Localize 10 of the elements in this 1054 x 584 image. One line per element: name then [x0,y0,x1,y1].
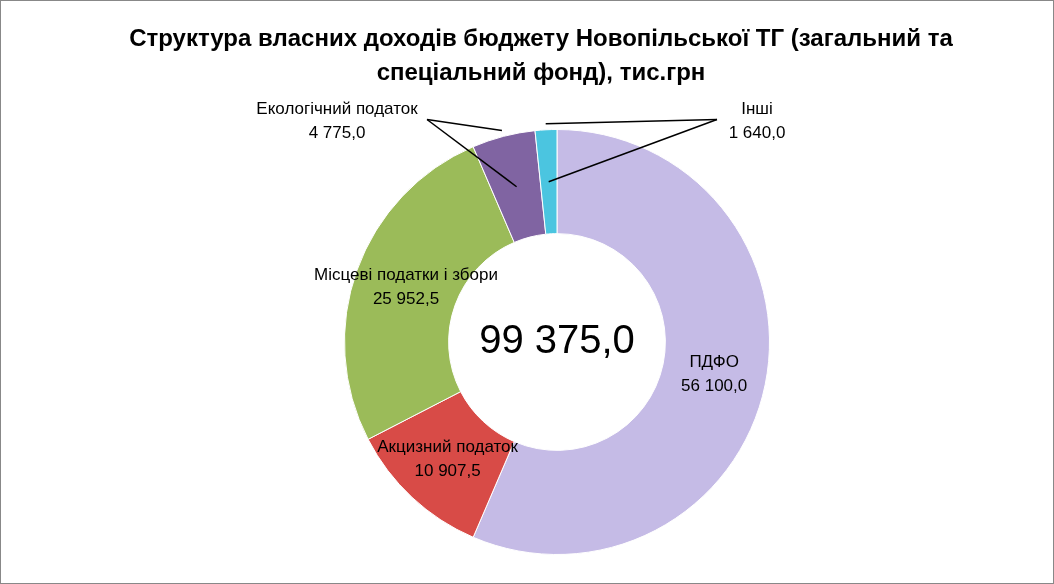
text: 99 375,0 [479,317,635,362]
slice-label: Екологічний податок [256,99,419,119]
data-label: 56 100,0 [681,375,748,395]
slice-label: ПДФО [689,351,739,371]
data-label: 10 907,5 [414,461,481,481]
data-label: 1 640,0 [728,123,786,143]
slice-label: Інші [741,99,773,119]
data-label: 4 775,0 [308,123,366,143]
data-label: 25 952,5 [372,289,440,309]
chart-title: Структура власних доходів бюджету Новопільської ТГ (загальний та спеціальний фонд), тис.грн [128,23,954,87]
